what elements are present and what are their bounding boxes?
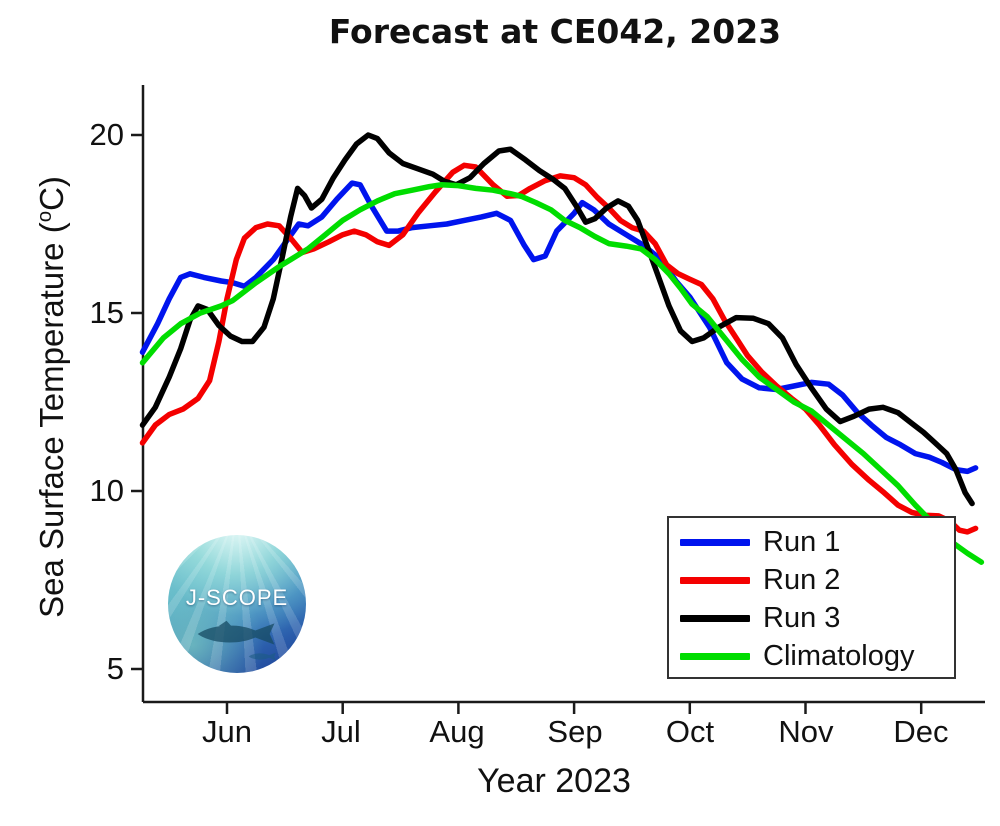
legend-swatch-run3 xyxy=(680,614,750,622)
legend-label-run1: Run 1 xyxy=(763,525,841,558)
legend-label-climatology: Climatology xyxy=(763,639,915,672)
x-tick-label-nov: Nov xyxy=(778,714,834,749)
x-tick-label-jul: Jul xyxy=(321,714,361,749)
y-tick-label-15: 15 xyxy=(89,295,124,330)
sunrays-graphic xyxy=(168,535,306,673)
logo-text: J-SCOPE xyxy=(185,585,289,610)
legend: Run 1 Run 2 Run 3 Climatology xyxy=(667,516,956,679)
fish-icon xyxy=(197,620,275,645)
x-tick-label-oct: Oct xyxy=(665,714,715,749)
y-tick-label-10: 10 xyxy=(89,473,124,508)
legend-item-climatology: Climatology xyxy=(669,637,954,675)
legend-swatch-run1 xyxy=(680,538,750,546)
legend-label-run3: Run 3 xyxy=(763,601,841,634)
legend-item-run3: Run 3 xyxy=(669,599,954,637)
x-tick-label-aug: Aug xyxy=(429,714,485,749)
x-tick-label-dec: Dec xyxy=(893,714,949,749)
legend-swatch-climatology xyxy=(680,652,750,660)
x-axis-label: Year 2023 xyxy=(477,762,631,800)
legend-swatch-run2 xyxy=(680,576,750,584)
y-tick-label-20: 20 xyxy=(89,117,124,152)
legend-label-run2: Run 2 xyxy=(763,563,841,596)
small-fish-icon xyxy=(248,652,276,661)
legend-item-run1: Run 1 xyxy=(669,523,954,561)
jscope-logo: J-SCOPE xyxy=(168,535,306,673)
chart-title: Forecast at CE042, 2023 xyxy=(328,12,782,51)
legend-item-run2: Run 2 xyxy=(669,561,954,599)
y-axis-label: Sea Surface Temperature (oC) xyxy=(33,176,70,618)
x-tick-label-jun: Jun xyxy=(202,714,252,749)
x-tick-label-sep: Sep xyxy=(547,714,603,749)
y-tick-label-5: 5 xyxy=(106,651,124,686)
